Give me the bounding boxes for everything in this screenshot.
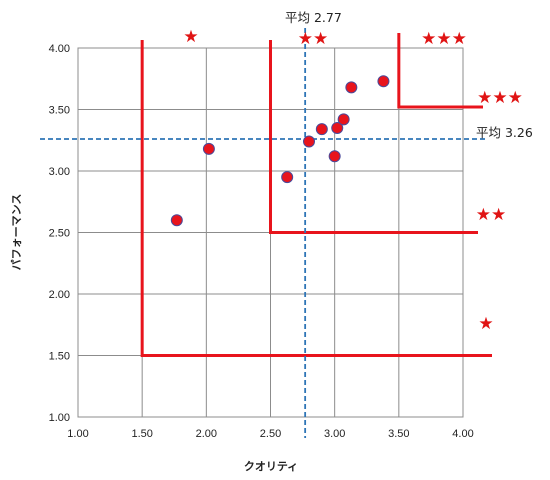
x-axis-title: クオリティ bbox=[244, 460, 298, 473]
x-tick-label: 2.50 bbox=[260, 428, 281, 440]
y-tick-label: 2.50 bbox=[49, 228, 70, 240]
rating-boundary-3 bbox=[397, 33, 483, 109]
rating-boundary-2 bbox=[269, 40, 478, 234]
star-label-top-1: ★ bbox=[183, 27, 198, 47]
star-label-right-1: ★★★ bbox=[477, 88, 523, 108]
x-tick-label: 1.50 bbox=[131, 428, 152, 440]
x-tick-label: 2.00 bbox=[196, 428, 217, 440]
x-tick-label: 3.50 bbox=[388, 428, 409, 440]
y-average-label: 平均 3.26 bbox=[476, 125, 533, 140]
star-label-right-3: ★ bbox=[478, 314, 493, 334]
x-tick-label: 1.00 bbox=[67, 428, 88, 440]
rating-boundaries bbox=[140, 33, 492, 357]
x-average-label: 平均 2.77 bbox=[285, 10, 342, 25]
average-lines bbox=[40, 28, 488, 438]
data-point bbox=[281, 171, 294, 184]
data-point bbox=[303, 135, 315, 148]
y-tick-label: 1.00 bbox=[49, 412, 70, 424]
data-point bbox=[315, 123, 328, 136]
rating-boundary-1 bbox=[140, 40, 492, 357]
star-label-top-2: ★★ bbox=[298, 29, 328, 49]
data-point bbox=[337, 113, 350, 126]
star-ratings: ★ ★★ ★★★★★★★★★ bbox=[183, 27, 522, 334]
y-tick-label: 1.50 bbox=[49, 351, 70, 363]
y-tick-label: 3.50 bbox=[49, 105, 70, 117]
star-label-top-3: ★★★ bbox=[421, 29, 467, 49]
y-tick-label: 3.00 bbox=[49, 166, 70, 178]
y-tick-label: 4.00 bbox=[49, 43, 70, 55]
data-point bbox=[331, 121, 344, 134]
data-points bbox=[170, 75, 390, 227]
data-point bbox=[377, 75, 390, 88]
data-point bbox=[328, 150, 341, 163]
x-tick-label: 3.00 bbox=[324, 428, 345, 440]
star-label-right-2: ★★ bbox=[476, 205, 506, 225]
data-point bbox=[170, 214, 183, 227]
y-tick-label: 2.00 bbox=[49, 289, 70, 301]
data-point bbox=[345, 81, 358, 94]
y-axis-title: パフォーマンス bbox=[10, 194, 23, 271]
tick-labels: 1.00 1.50 2.00 2.50 3.00 3.50 4.00 1.00 1.50 2.00… bbox=[49, 43, 474, 440]
data-point bbox=[202, 142, 215, 155]
x-tick-label: 4.00 bbox=[452, 428, 473, 440]
